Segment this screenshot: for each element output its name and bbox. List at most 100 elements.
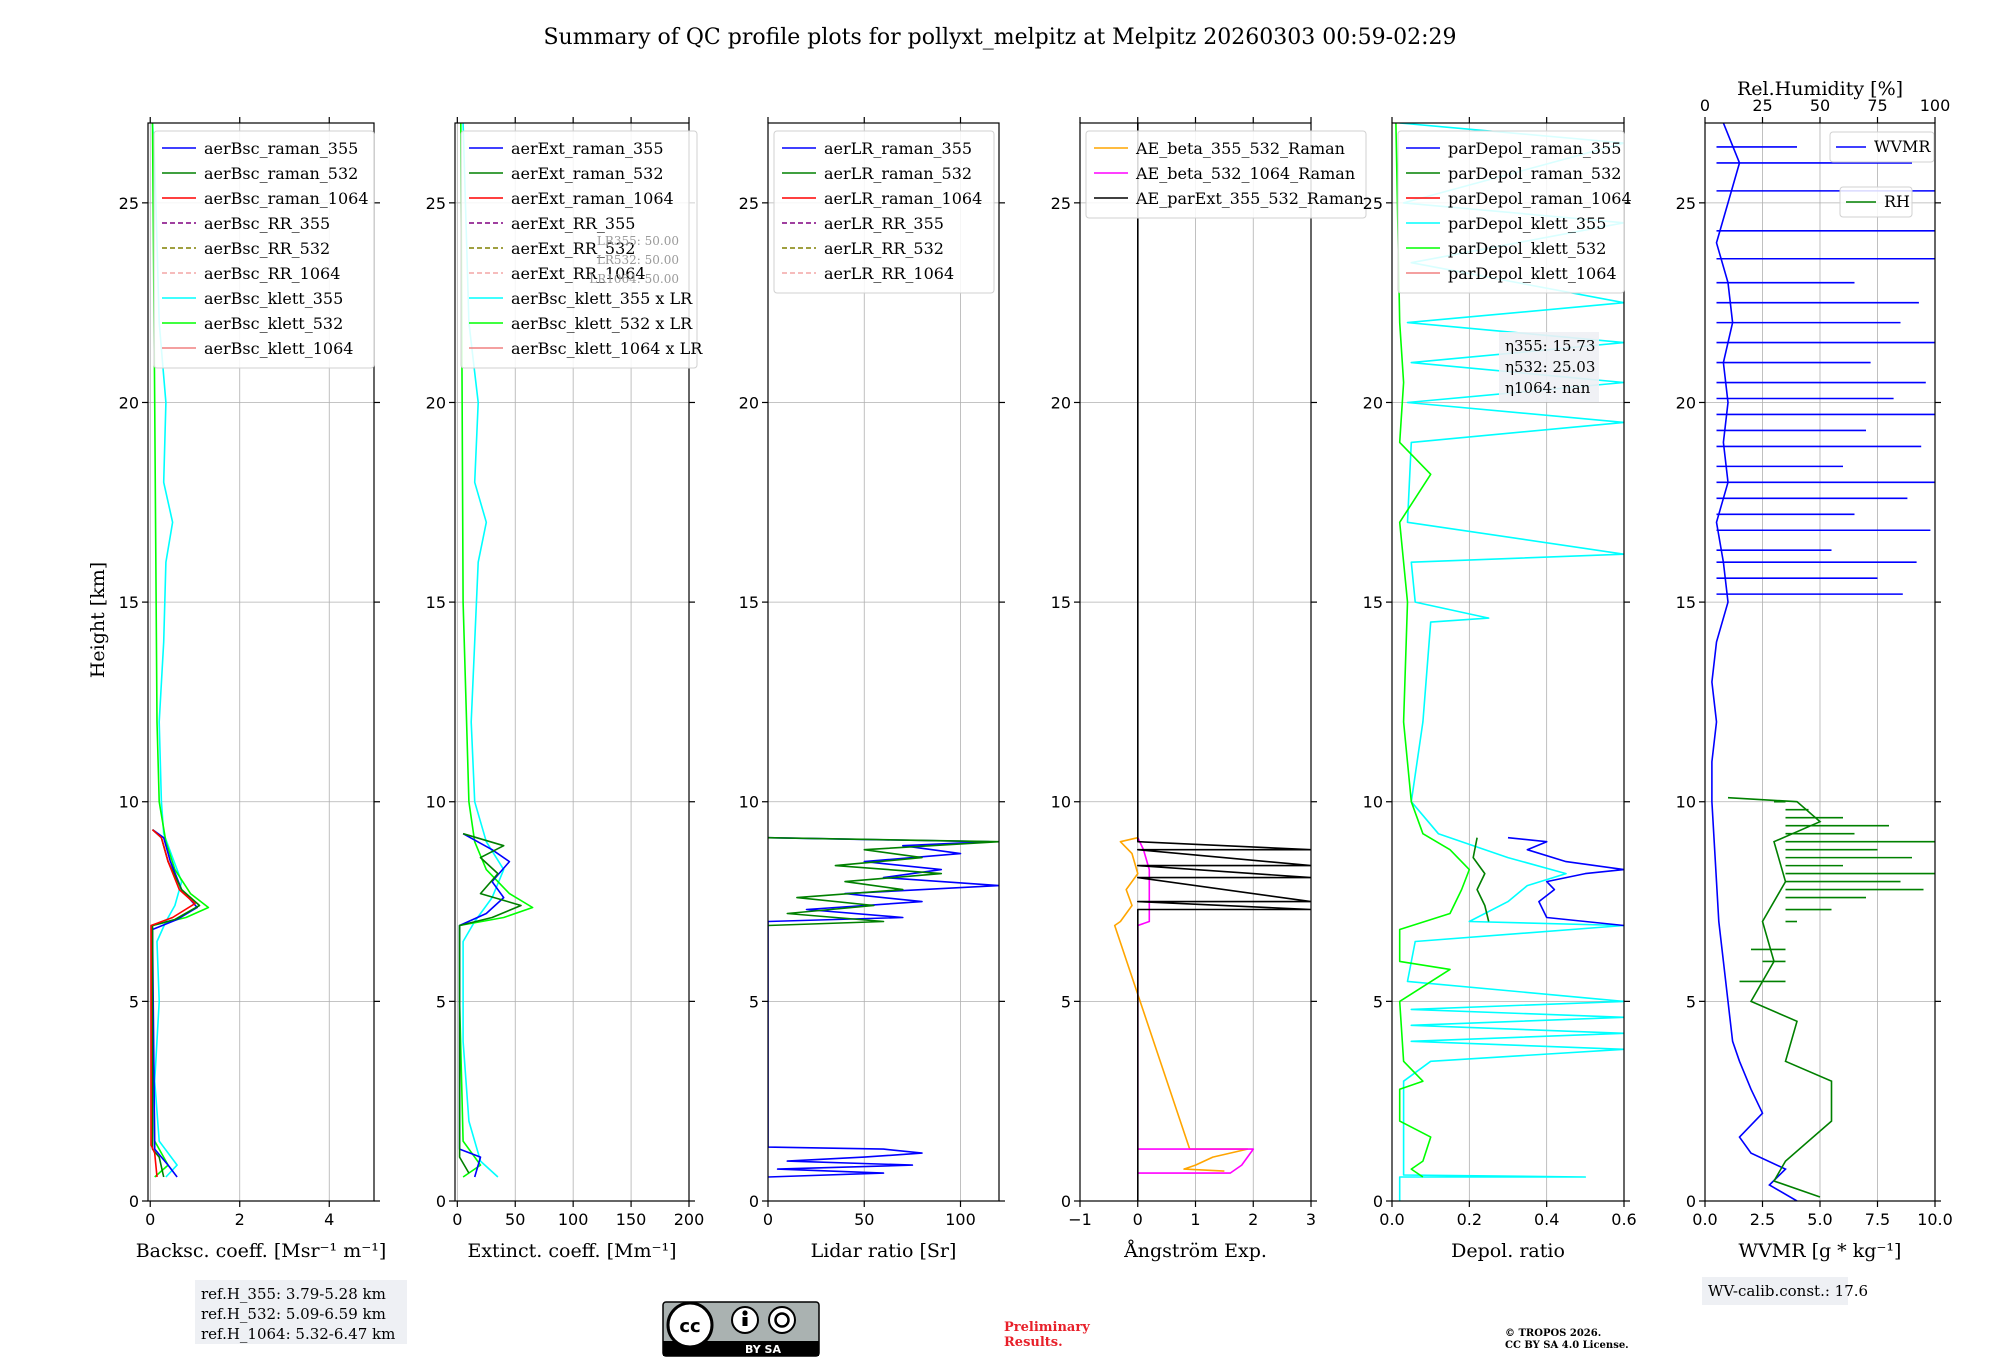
cc-icon [666,1301,714,1349]
x-tick-label: 150 [616,1210,647,1229]
y-tick-label: 10 [1363,793,1383,812]
preliminary-line-2: Results. [1004,1335,1063,1350]
series-line [462,123,505,1178]
legend-label: aerBsc_klett_532 [204,314,343,333]
series-line [1507,836,1624,927]
legend-label: aerBsc_klett_1064 [204,339,353,358]
y-tick-label: 20 [1363,393,1383,412]
sa-icon [768,1306,796,1334]
panel-dep: 0 5 10 15 20 25 0.0 0.2 0.4 0.6 Depol. ratio parDep… [1363,117,1637,1262]
x-tick-label: 100 [558,1210,589,1229]
x-tick-label: 0 [763,1210,773,1229]
legend-frame [1829,131,1935,163]
y-tick-label: 5 [749,992,759,1011]
y-tick-label: 10 [1051,793,1071,812]
legend-label: AE_beta_532_1064_Raman [1135,164,1355,183]
legend-dep: parDepol_raman_355 parDepol_raman_532 parD… [1397,130,1632,294]
legend-label: aerLR_raman_532 [824,164,972,183]
x-tick-label: 100 [945,1210,976,1229]
y-tick-label: 5 [1686,992,1696,1011]
legend-label: aerBsc_RR_532 [204,239,330,258]
y-tick-label: 15 [739,593,759,612]
y-tick-label: 20 [1676,393,1696,412]
legend-label: aerLR_RR_532 [824,239,944,258]
legend-label: aerBsc_klett_532 x LR [511,314,693,333]
y-tick-label: 0 [129,1192,139,1211]
x-axis-label: Lidar ratio [Sr] [811,1240,957,1262]
preliminary-line-1: Preliminary [1004,1320,1090,1335]
y-tick-label: 5 [436,992,446,1011]
x-tick-label: 0.0 [1379,1210,1404,1229]
legend-label: parDepol_raman_355 [1448,139,1621,158]
legend-label: parDepol_raman_1064 [1448,189,1632,208]
cc-badge-label: BY SA [745,1343,782,1356]
x-tick-label: 5.0 [1807,1210,1832,1229]
x-axis-label: WVMR [g * kg⁻¹] [1739,1240,1902,1262]
legend-label: parDepol_klett_355 [1448,214,1606,233]
y-tick-label: 20 [1051,393,1071,412]
x-tick-label: 10.0 [1917,1210,1953,1229]
series-line [150,829,196,1178]
series-group [1711,123,1935,1201]
y-tick-label: 0 [1373,1192,1383,1211]
wv-calib-note: WV-calib.const.: 17.6 [1708,1282,1868,1300]
x-tick-label: 2 [1248,1210,1258,1229]
x-tick-label: 4 [324,1210,334,1229]
x-tick-label: 50 [854,1210,874,1229]
legend-label: aerBsc_klett_355 [204,289,343,308]
x-tick-label: 2 [235,1210,245,1229]
y-tick-label: 15 [426,593,446,612]
y-tick-label: 25 [426,194,446,213]
x-tick-label: 0 [452,1210,462,1229]
ref-height-1064: ref.H_1064: 5.32-6.47 km [201,1325,395,1343]
legend-label: aerExt_raman_355 [511,139,664,158]
y-tick-label: 5 [1061,992,1071,1011]
ref-height-355: ref.H_355: 3.79-5.28 km [201,1285,386,1303]
eta-box [1499,332,1599,402]
legend-ae: AE_beta_355_532_Raman AE_beta_532_1064_Ra… [1085,130,1367,219]
x-tick-label: 200 [674,1210,705,1229]
x-tick-label: 0.2 [1457,1210,1482,1229]
y-tick-label: 15 [1676,593,1696,612]
y-tick-label: 10 [739,793,759,812]
top-tick-label: 50 [1810,96,1830,115]
legend-label: WVMR [1874,137,1931,156]
series-line [1398,123,1624,1201]
ref-height-532: ref.H_532: 5.09-6.59 km [201,1305,386,1323]
axes-frame [1391,122,1625,1202]
y-tick-label: 15 [1051,593,1071,612]
wv-calib-box: WV-calib.const.: 17.6 [1702,1277,1868,1305]
legend-frame [1397,130,1625,294]
series-group [458,123,534,1178]
y-tick-label: 15 [1363,593,1383,612]
top-tick-label: 25 [1752,96,1772,115]
x-tick-label: 0.6 [1611,1210,1636,1229]
copyright-line-1: © TROPOS 2026. [1505,1328,1601,1339]
svg-text:cc: cc [679,1316,700,1337]
y-axis-label: Height [km] [87,562,109,678]
x-tick-label: 2.5 [1750,1210,1775,1229]
x-tick-label: −1 [1068,1210,1092,1229]
legend-label: aerBsc_klett_355 x LR [511,289,693,308]
x-tick-label: 7.5 [1865,1210,1890,1229]
series-group [1395,123,1624,1201]
ref-height-box: ref.H_355: 3.79-5.28 km ref.H_532: 5.09-… [195,1280,407,1344]
legend-label: aerBsc_raman_1064 [204,189,369,208]
legend-label: aerBsc_klett_1064 x LR [511,339,703,358]
panel-bsc: 0 5 10 15 20 25 0 2 4 Backsc. coeff. [Msr⁻¹ m⁻¹] a… [119,117,386,1262]
figure-title: Summary of QC profile plots for pollyxt_… [543,25,1456,50]
legend-label: aerBsc_RR_1064 [204,264,340,283]
legend-label: aerLR_RR_1064 [824,264,954,283]
y-tick-label: 5 [1373,992,1383,1011]
series-group [1113,123,1311,1201]
series-group [768,836,999,1178]
series-line [151,829,198,1178]
y-tick-label: 20 [739,393,759,412]
legend-wvmr: WVMR [1829,131,1935,163]
legend-label: aerExt_RR_1064 [511,264,646,283]
legend-frame [773,130,995,294]
legend-ext: aerExt_raman_355 aerExt_raman_532 aerExt_r… [460,130,703,369]
series-line [1113,836,1249,1172]
